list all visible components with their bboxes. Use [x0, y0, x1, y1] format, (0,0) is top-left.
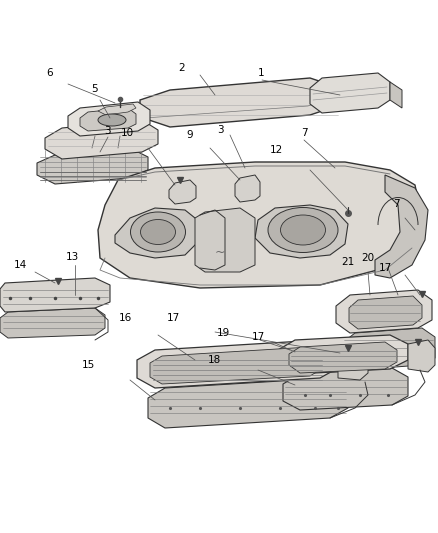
Polygon shape — [148, 378, 348, 428]
Text: 15: 15 — [81, 360, 95, 370]
Polygon shape — [45, 120, 158, 159]
Ellipse shape — [131, 212, 186, 252]
Text: 12: 12 — [269, 145, 283, 155]
Text: ~: ~ — [215, 246, 225, 259]
Polygon shape — [289, 342, 397, 373]
Polygon shape — [278, 335, 408, 374]
Text: 17: 17 — [166, 313, 180, 323]
Text: 2: 2 — [179, 63, 185, 73]
Polygon shape — [98, 104, 136, 115]
Polygon shape — [68, 102, 150, 136]
Polygon shape — [0, 278, 110, 312]
Polygon shape — [310, 73, 390, 113]
Polygon shape — [375, 175, 428, 278]
Polygon shape — [169, 180, 196, 204]
Polygon shape — [235, 175, 260, 202]
Text: 16: 16 — [118, 313, 132, 323]
Polygon shape — [80, 108, 136, 131]
Ellipse shape — [280, 215, 325, 245]
Ellipse shape — [268, 207, 338, 253]
Polygon shape — [195, 208, 255, 272]
Text: 3: 3 — [104, 126, 110, 136]
Text: 7: 7 — [301, 128, 307, 138]
Polygon shape — [349, 296, 422, 329]
Text: 17: 17 — [251, 332, 265, 342]
Polygon shape — [115, 208, 200, 258]
Polygon shape — [336, 290, 432, 333]
Polygon shape — [283, 368, 408, 410]
Polygon shape — [140, 78, 340, 127]
Ellipse shape — [141, 220, 176, 245]
Text: 7: 7 — [393, 199, 399, 209]
Text: 5: 5 — [91, 84, 97, 94]
Text: 19: 19 — [216, 328, 230, 338]
Text: 10: 10 — [120, 128, 134, 138]
Text: 6: 6 — [47, 68, 53, 78]
Polygon shape — [338, 345, 368, 380]
Polygon shape — [150, 347, 323, 384]
Polygon shape — [98, 162, 420, 288]
Polygon shape — [37, 148, 148, 184]
Text: 9: 9 — [187, 130, 193, 140]
Text: 20: 20 — [361, 253, 374, 263]
Text: 14: 14 — [14, 260, 27, 270]
Polygon shape — [341, 328, 435, 370]
Polygon shape — [408, 340, 435, 372]
Text: 3: 3 — [217, 125, 223, 135]
Ellipse shape — [98, 114, 126, 126]
Text: 17: 17 — [378, 263, 392, 273]
Text: 13: 13 — [65, 252, 79, 262]
Text: 18: 18 — [207, 355, 221, 365]
Polygon shape — [137, 340, 338, 388]
Polygon shape — [0, 308, 105, 338]
Polygon shape — [255, 205, 348, 258]
Text: 21: 21 — [341, 257, 355, 267]
Polygon shape — [390, 82, 402, 108]
Text: 1: 1 — [258, 68, 264, 78]
